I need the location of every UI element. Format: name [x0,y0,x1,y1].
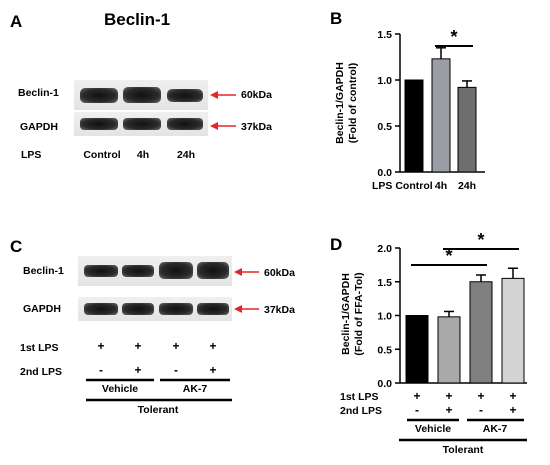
blot-c-gapdh-band-1 [84,303,118,315]
panel-d-ytick-label-4: 2.0 [377,243,392,255]
panel-b-bar-0 [404,79,424,173]
panel-d-second-lps-2: - [479,403,483,417]
panel-c-marker-37kda: 37kDa [264,304,295,316]
panel-c-row-label-gapdh: GAPDH [23,303,61,315]
blot-c-beclin-band-1 [84,265,118,277]
panel-d-first-lps-1: + [445,389,452,403]
panel-a-letter: A [10,12,22,31]
panel-d-second-lps-label: 2nd LPS [340,405,382,417]
panel-d-second-lps-0: - [415,403,419,417]
panel-a-row-label-gapdh: GAPDH [20,121,58,133]
panel-a: A Beclin-1 Beclin-1 GAPDH 60kDa 37kDa LP… [10,10,272,161]
panel-b-letter: B [330,9,342,28]
panel-d-ylabel-line2: (Fold of FFA-Tol) [353,272,365,355]
panel-d-ytick-label-0: 0.0 [377,378,392,390]
panel-c-second-lps-label: 2nd LPS [20,366,62,378]
panel-b-ytick-label-1: 0.5 [377,121,392,133]
panel-a-lane-4h: 4h [137,149,149,161]
blot-a-gapdh-band-control [80,118,118,130]
panel-d-bar-3 [501,277,525,384]
panel-d-letter: D [330,235,342,254]
panel-b-ytick-label-3: 1.5 [377,29,392,41]
panel-c-tolerant-label: Tolerant [138,404,179,416]
panel-d: D Beclin-1/GAPDH (Fold of FFA-Tol) 0.0 0.… [330,230,527,456]
panel-a-marker-60kda: 60kDa [241,89,272,101]
panel-d-bar-2 [469,281,493,384]
panel-d-group-vehicle: Vehicle [415,423,451,435]
panel-d-ylabel-line1: Beclin-1/GAPDH [340,273,352,355]
panel-d-second-lps-3: + [509,403,516,417]
arrow-c-37kda [234,305,259,313]
blot-a-beclin-band-4h [123,87,161,103]
panel-c-marker-60kda: 60kDa [264,267,295,279]
panel-b-category-1: 4h [435,180,447,192]
panel-b-category-2: 24h [458,180,476,192]
arrow-a-37kda [210,122,236,130]
panel-d-tolerant-label: Tolerant [443,444,484,456]
panel-a-title: Beclin-1 [104,10,170,29]
arrow-a-60kda [210,91,236,99]
blot-c-beclin-band-2 [122,265,154,277]
panel-c-row-label-beclin: Beclin-1 [23,265,64,277]
panel-d-ytick-label-1: 0.5 [377,344,392,356]
panel-c-group-ak7: AK-7 [183,383,208,395]
panel-c-second-lps-2: + [134,363,141,377]
panel-a-lane-control: Control [83,149,120,161]
blot-c-gapdh-band-3 [159,303,193,315]
panel-d-bar-0 [405,315,429,384]
panel-b-category-0: Control [395,180,432,192]
panel-c-first-lps-1: + [97,339,104,353]
panel-d-first-lps-label: 1st LPS [340,391,379,403]
panel-b-ytick-label-2: 1.0 [377,75,392,87]
panel-b-bar-2 [457,86,477,173]
panel-c-second-lps-1: - [99,363,103,377]
panel-d-first-lps-2: + [477,389,484,403]
blot-c-beclin-band-4 [197,262,229,279]
blot-a-beclin-band-control [80,88,118,103]
panel-a-lps-label: LPS [21,149,41,161]
panel-c-second-lps-3: - [174,363,178,377]
panel-c-first-lps-label: 1st LPS [20,342,59,354]
panel-d-ytick-label-2: 1.0 [377,311,392,323]
panel-d-first-lps-0: + [413,389,420,403]
panel-c-first-lps-2: + [134,339,141,353]
panel-b-ytick-label-0: 0.0 [377,167,392,179]
panel-d-significance-star-1: * [477,230,484,250]
panel-a-marker-37kda: 37kDa [241,121,272,133]
arrow-c-60kda [234,268,259,276]
panel-d-significance-star-0: * [445,246,452,266]
panel-b-xlabel: LPS [372,180,392,192]
blot-a-beclin-band-24h [167,89,203,102]
panel-d-bar-1 [437,316,461,384]
panel-b: B Beclin-1/GAPDH (Fold of control) 0.0 0.… [330,9,485,192]
panel-d-group-ak7: AK-7 [483,423,508,435]
panel-c-second-lps-4: + [209,363,216,377]
panel-b-significance-star-0: * [450,27,457,47]
blot-c-beclin-band-3 [159,262,193,279]
panel-d-first-lps-3: + [509,389,516,403]
blot-c-gapdh-band-4 [197,303,229,315]
panel-a-lane-24h: 24h [177,149,195,161]
panel-b-bar-1 [431,58,451,173]
panel-d-second-lps-1: + [445,403,452,417]
panel-d-ytick-label-3: 1.5 [377,277,392,289]
blot-c-gapdh-band-2 [122,303,154,315]
panel-c: C Beclin-1 GAPDH 60kDa 37kDa 1st LPS 2nd… [10,237,295,416]
blot-a-gapdh-band-4h [123,118,161,130]
blot-a-gapdh-band-24h [167,118,203,130]
panel-b-ylabel-line2: (Fold of control) [347,63,359,143]
panel-c-first-lps-3: + [172,339,179,353]
panel-c-letter: C [10,237,22,256]
panel-a-row-label-beclin: Beclin-1 [18,87,59,99]
panel-c-first-lps-4: + [209,339,216,353]
panel-b-ylabel-line1: Beclin-1/GAPDH [334,62,346,144]
panel-c-group-vehicle: Vehicle [102,383,138,395]
